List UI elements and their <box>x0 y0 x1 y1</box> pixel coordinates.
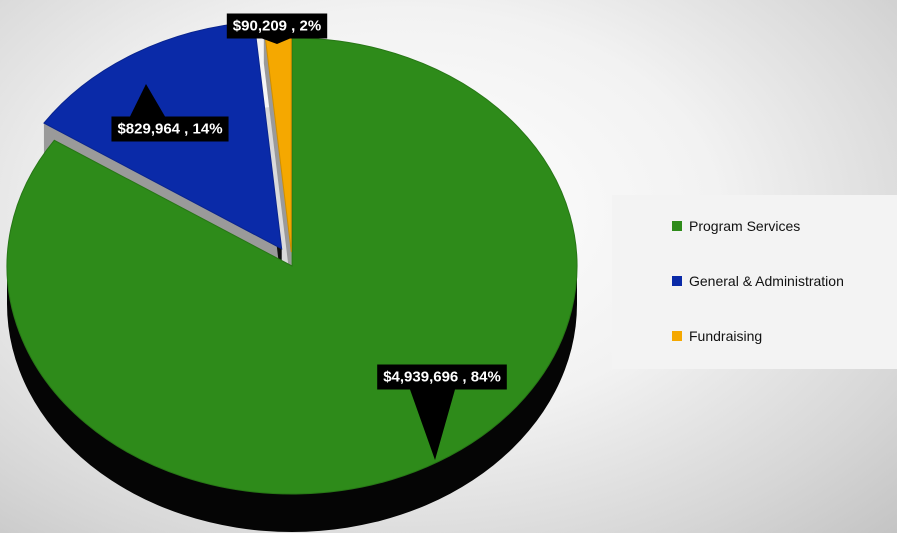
data-label-general-administration: $829,964 , 14% <box>111 84 229 142</box>
legend-label-program-services: Program Services <box>689 218 801 234</box>
pie-cut-fundraising-0 <box>263 25 292 291</box>
pie-side-program-services <box>7 266 577 532</box>
data-label-box-program-services <box>377 364 507 390</box>
data-label-box-fundraising <box>226 13 328 39</box>
legend-swatch-general-administration <box>672 276 682 286</box>
legend-label-general-administration: General & Administration <box>689 273 844 289</box>
data-label-pointer-fundraising <box>262 38 290 44</box>
legend-item-fundraising: Fundraising <box>672 328 762 344</box>
legend-label-fundraising: Fundraising <box>689 328 763 344</box>
data-label-program-services: $4,939,696 , 84% <box>377 364 507 460</box>
legend-item-program-services: Program Services <box>672 218 800 234</box>
data-label-text-general-administration: $829,964 , 14% <box>117 121 222 138</box>
data-label-pointer-general-administration <box>130 84 165 117</box>
data-label-box-general-administration <box>111 116 229 142</box>
chart-legend: Program Services General & Administratio… <box>612 195 897 369</box>
data-label-pointer-program-services <box>410 389 455 460</box>
legend-swatch-fundraising <box>672 331 682 341</box>
data-label-fundraising: $90,209 , 2% <box>226 13 328 44</box>
data-label-text-fundraising: $90,209 , 2% <box>233 18 321 35</box>
data-label-text-program-services: $4,939,696 , 84% <box>383 369 501 386</box>
legend-swatch-program-services <box>672 221 682 231</box>
legend-item-general-administration: General & Administration <box>672 273 844 289</box>
